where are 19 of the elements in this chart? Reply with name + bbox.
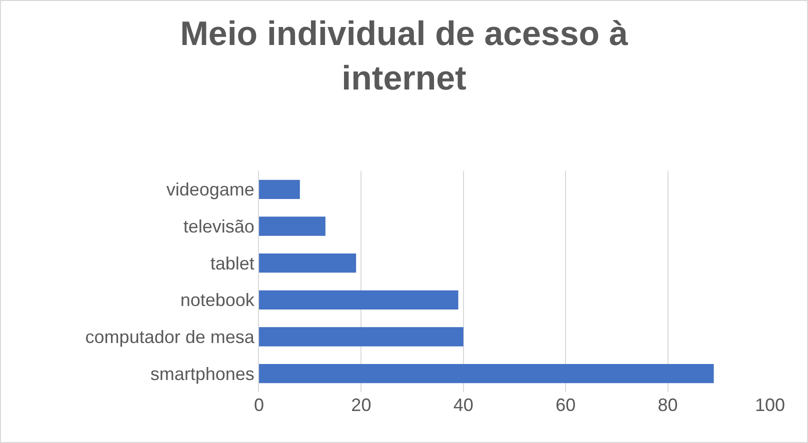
- bar: [259, 180, 300, 199]
- x-tick-label: 80: [658, 395, 678, 415]
- bar: [259, 364, 714, 384]
- x-tick-label: 100: [754, 395, 786, 415]
- bar: [259, 327, 464, 346]
- bar: [259, 254, 356, 273]
- bar: [259, 216, 326, 236]
- x-tick-label: 60: [556, 395, 576, 415]
- x-tick-label: 40: [453, 395, 474, 415]
- x-tick-label: 0: [254, 395, 264, 415]
- chart-title: Meio individual de acesso à internet: [180, 15, 628, 98]
- bar: [259, 290, 458, 310]
- y-tick-label: videogame: [166, 180, 254, 200]
- y-tick-label: televisão: [183, 216, 254, 237]
- x-tick-label: 20: [351, 395, 372, 415]
- y-tick-label: smartphones: [150, 364, 254, 384]
- y-tick-label: notebook: [180, 290, 256, 310]
- y-tick-label: computador de mesa: [85, 327, 256, 348]
- y-tick-label: tablet: [210, 253, 254, 274]
